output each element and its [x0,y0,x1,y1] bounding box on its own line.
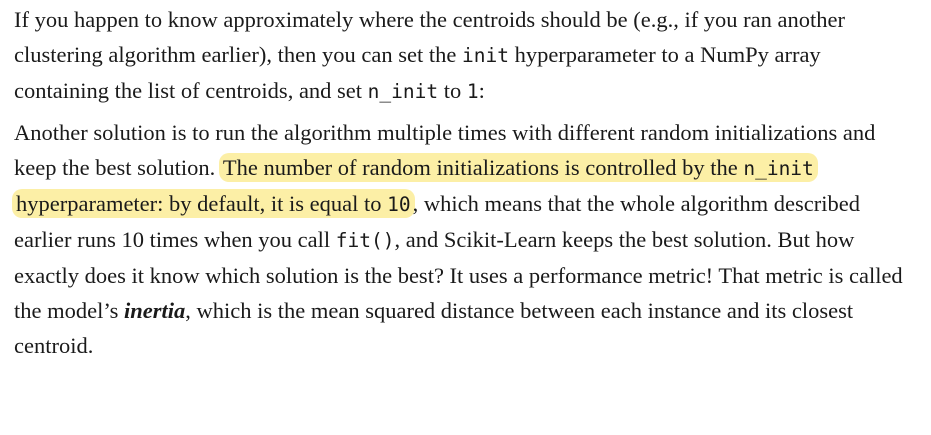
code-n-init: n_init [367,80,439,103]
term-inertia: inertia [123,298,186,323]
paragraph-text: If you happen to know approximately wher… [14,7,846,67]
paragraph-text: Another solution is to run the algorithm… [14,120,876,180]
code-ten: 10 [387,193,411,216]
paragraph-text: hyperparameter to a NumPy array containi… [14,42,821,103]
code-n-init: n_init [743,157,814,180]
code-one: 1 [466,80,479,103]
paragraph-text: , which means that the whole algorithm d… [14,191,860,252]
code-fit: fit() [335,229,395,252]
paragraph-text: : [478,78,485,103]
paragraph-text: , and Scikit-Learn keeps the best soluti… [14,227,903,323]
book-page: If you happen to know approximately wher… [12,2,914,363]
highlighted-text: The number of random initializations is … [222,155,744,180]
code-init: init [461,44,509,67]
highlighted-text: hyperparameter: by default, it is equal … [16,191,388,216]
paragraph-text: to [438,78,467,103]
paragraph-init-centroids: If you happen to know approximately wher… [14,2,914,109]
paragraph-text: , which is the mean squared distance bet… [14,298,854,358]
paragraph-multiple-runs: Another solution is to run the algorithm… [12,115,914,363]
